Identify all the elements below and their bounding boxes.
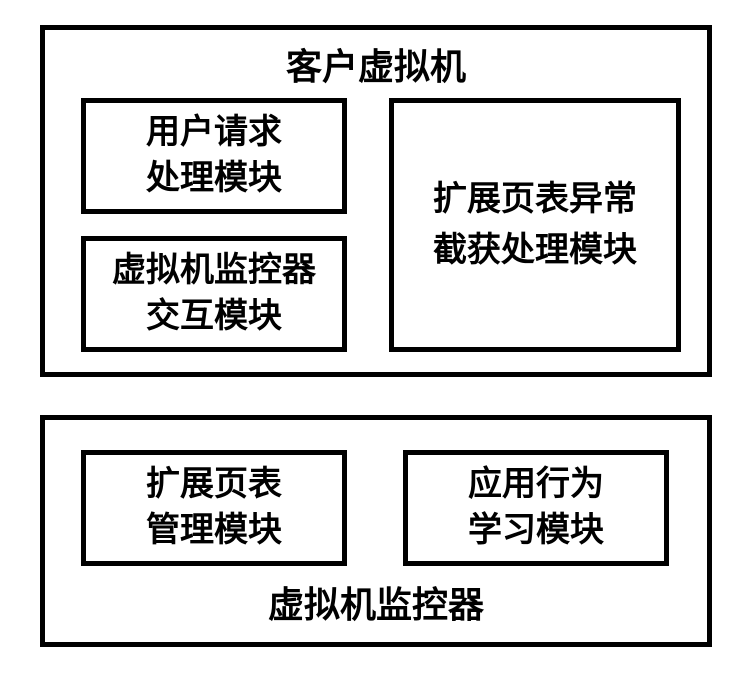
client-vm-container: 客户虚拟机 用户请求 处理模块 虚拟机监控器 交互模块 扩展页表异常 截获处理模… xyxy=(40,25,712,377)
ept-manage-line2: 管理模块 xyxy=(146,508,282,554)
ept-exception-line1: 扩展页表异常 xyxy=(433,174,637,225)
monitor-interact-module: 虚拟机监控器 交互模块 xyxy=(81,236,347,352)
user-request-module: 用户请求 处理模块 xyxy=(81,98,347,214)
client-vm-title: 客户虚拟机 xyxy=(45,30,707,90)
ept-exception-line2: 截获处理模块 xyxy=(433,225,637,276)
vm-monitor-container: 扩展页表 管理模块 应用行为 学习模块 虚拟机监控器 xyxy=(40,415,712,647)
vm-monitor-title: 虚拟机监控器 xyxy=(45,576,707,628)
user-request-line2: 处理模块 xyxy=(146,156,282,202)
ept-manage-module: 扩展页表 管理模块 xyxy=(81,450,347,566)
user-request-line1: 用户请求 xyxy=(146,110,282,156)
app-behavior-line2: 学习模块 xyxy=(468,508,604,554)
app-behavior-module: 应用行为 学习模块 xyxy=(403,450,669,566)
monitor-interact-line2: 交互模块 xyxy=(146,294,282,340)
app-behavior-line1: 应用行为 xyxy=(468,462,604,508)
ept-manage-line1: 扩展页表 xyxy=(146,462,282,508)
ept-exception-module: 扩展页表异常 截获处理模块 xyxy=(389,98,681,352)
monitor-interact-line1: 虚拟机监控器 xyxy=(112,248,316,294)
